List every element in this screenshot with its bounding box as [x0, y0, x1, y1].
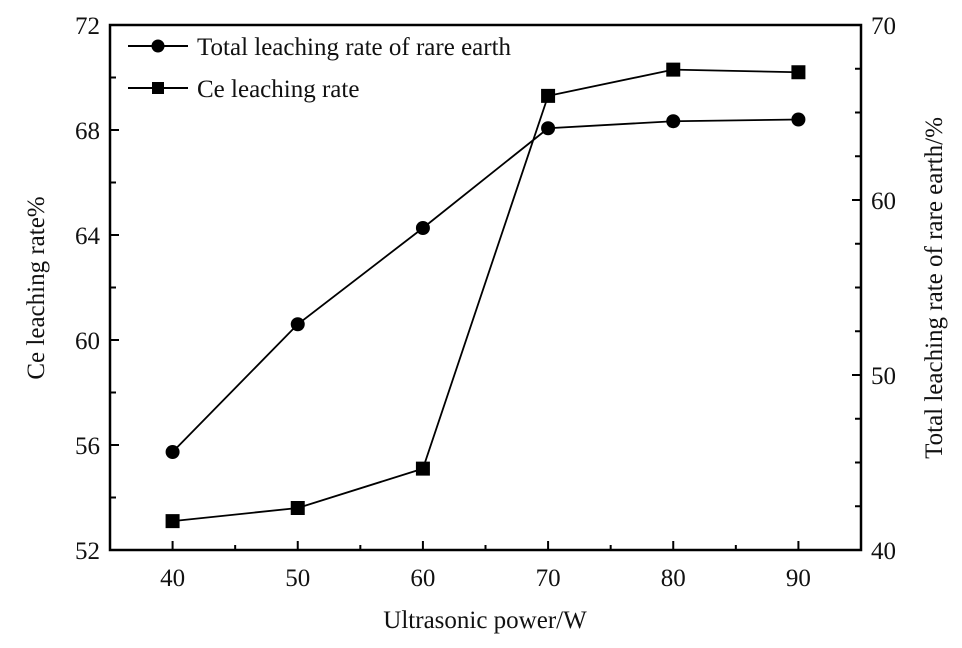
right-tick-label: 70: [871, 13, 896, 40]
data-point-ce: [791, 65, 806, 80]
series-layer: [165, 62, 806, 529]
legend: Total leaching rate of rare earth Ce lea…: [128, 34, 512, 103]
data-point-total: [290, 317, 305, 332]
data-point-ce: [290, 501, 305, 515]
data-point-total: [666, 114, 681, 129]
legend-item-ce: Ce leaching rate: [128, 76, 359, 103]
x-axis-title: Ultrasonic power/W: [383, 607, 587, 634]
x-tick-label: 80: [661, 565, 686, 592]
right-axis-title: Total leaching rate of rare earth/%: [921, 117, 948, 459]
left-tick-label: 60: [75, 328, 100, 355]
data-point-ce: [415, 461, 430, 476]
right-tick-label: 60: [871, 188, 896, 215]
plot-frame: [108, 23, 863, 552]
data-point-ce: [165, 514, 180, 529]
x-tick-label: 60: [410, 565, 435, 592]
legend-item-total: Total leaching rate of rare earth: [128, 34, 512, 61]
legend-circle-marker-icon: [151, 39, 165, 53]
left-tick-label: 64: [75, 223, 101, 250]
x-tick-label: 50: [285, 565, 310, 592]
x-tick-label: 70: [536, 565, 561, 592]
data-point-ce: [666, 62, 681, 77]
right-tick-label: 50: [871, 363, 896, 390]
left-tick-label: 52: [75, 538, 100, 565]
left-axis-title: Ce leaching rate%: [23, 196, 50, 379]
data-point-total: [791, 112, 806, 127]
left-tick-label: 56: [75, 433, 100, 460]
right-tick-label: 40: [871, 538, 896, 565]
right-axis-ticks: 40 50 60 70: [852, 13, 896, 565]
data-point-ce: [541, 88, 556, 103]
left-tick-label: 68: [75, 118, 100, 145]
x-tick-label: 90: [786, 565, 811, 592]
legend-square-marker-icon: [152, 82, 164, 94]
x-axis-ticks: 40 50 60 70 80 90: [160, 541, 811, 592]
data-point-total: [415, 221, 430, 235]
data-point-total: [165, 445, 180, 459]
series-line-total: [171, 118, 799, 453]
legend-label-ce: Ce leaching rate: [197, 76, 359, 103]
x-tick-label: 40: [160, 565, 185, 592]
legend-label-total: Total leaching rate of rare earth: [197, 34, 512, 61]
left-axis-ticks: 52 56 60 64 68 72: [75, 13, 119, 565]
series-line-ce: [172, 68, 799, 523]
left-tick-label: 72: [75, 13, 100, 40]
data-point-total: [541, 121, 556, 136]
